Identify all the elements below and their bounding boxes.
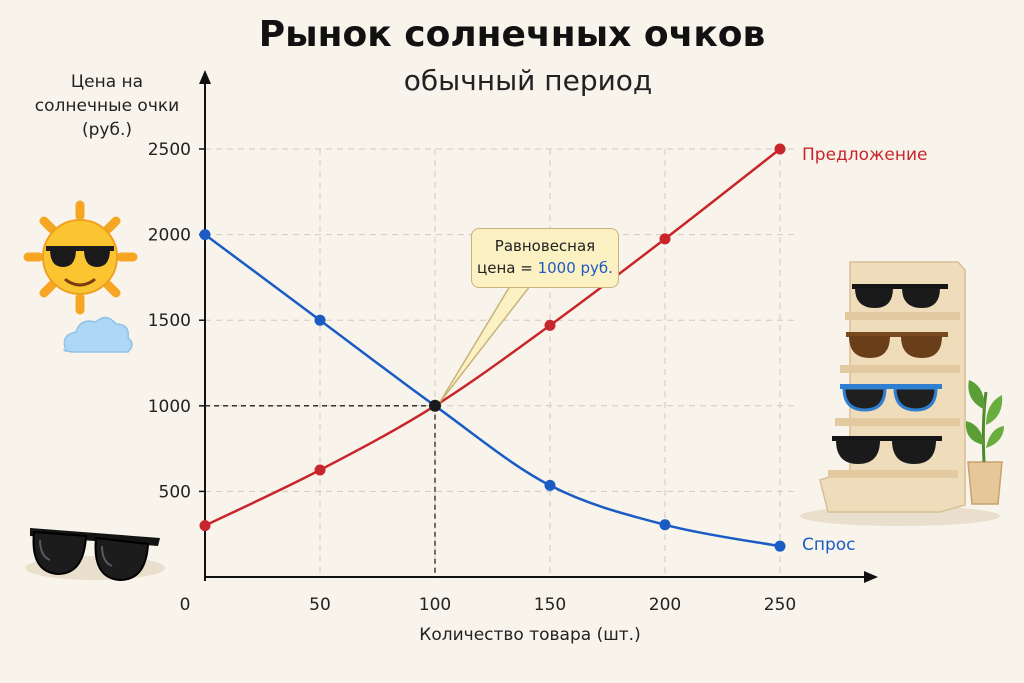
demand-line	[204, 233, 781, 548]
sunglasses-dark-icon	[832, 436, 942, 464]
supply-point-250	[774, 143, 786, 155]
x-tick-label-200: 200	[649, 595, 681, 615]
y-tick-label-500: 500	[159, 482, 191, 502]
display-stand-icon	[800, 261, 1000, 526]
supply-line	[204, 148, 781, 527]
supply-point-150	[544, 319, 556, 331]
supply-label: Предложение	[802, 145, 927, 165]
demand-point-200	[659, 519, 671, 531]
sun-icon	[23, 200, 138, 315]
sunglasses-black-icon	[852, 284, 948, 308]
series-labels: Предложение Спрос	[802, 145, 927, 555]
y-tick-label-2500: 2500	[148, 140, 191, 160]
callout-pointer	[439, 285, 532, 403]
chart-subtitle: обычный период	[403, 64, 653, 97]
chart-title: Рынок солнечных очков	[258, 14, 766, 55]
equilibrium-point	[429, 399, 441, 412]
callout-line-2: цена = 1000 руб.	[472, 257, 618, 279]
sunglasses-brown-icon	[846, 332, 948, 358]
x-tick-label-250: 250	[764, 595, 796, 615]
supply-point-200	[659, 233, 671, 245]
x-tick-label-50: 50	[309, 595, 331, 615]
x-tick-label-0: 0	[180, 595, 191, 615]
demand-point-50	[314, 314, 326, 326]
axes	[199, 70, 878, 583]
callout-prefix: цена =	[477, 259, 538, 277]
plant-icon	[965, 380, 1004, 505]
y-axis-arrow	[199, 70, 211, 84]
y-tick-label-1500: 1500	[148, 311, 191, 331]
x-tick-label-150: 150	[534, 595, 566, 615]
y-axis-label: Цена на солнечные очки (руб.)	[22, 70, 192, 142]
equilibrium-callout: Равновесная цена = 1000 руб.	[471, 228, 619, 288]
y-axis-label-line-1: Цена на	[70, 72, 144, 92]
y-tick-label-2000: 2000	[148, 226, 191, 246]
demand-point-0	[199, 229, 211, 241]
demand-point-250	[774, 540, 786, 552]
tick-labels: 500 1000 1500 2000 2500 0 50 100 150 200 250	[148, 140, 796, 615]
demand-label: Спрос	[802, 535, 856, 555]
cloud-icon	[63, 316, 133, 353]
callout-value: 1000 руб.	[537, 259, 613, 277]
sunglasses-icon	[25, 528, 165, 582]
demand-point-150	[544, 479, 556, 491]
y-tick-label-1000: 1000	[148, 397, 191, 417]
y-axis-label-line-2: солнечные очки	[34, 96, 180, 116]
sunglasses-blue-icon	[840, 384, 942, 412]
x-axis-label: Количество товара (шт.)	[419, 625, 641, 645]
x-tick-label-100: 100	[419, 595, 451, 615]
supply-point-50	[314, 464, 326, 476]
series	[199, 143, 786, 552]
supply-point-0	[199, 520, 211, 532]
x-axis-arrow	[864, 571, 878, 583]
y-axis-label-line-3: (руб.)	[81, 120, 132, 140]
equilibrium-guides	[205, 405, 436, 577]
callout-line-1: Равновесная	[494, 237, 596, 255]
